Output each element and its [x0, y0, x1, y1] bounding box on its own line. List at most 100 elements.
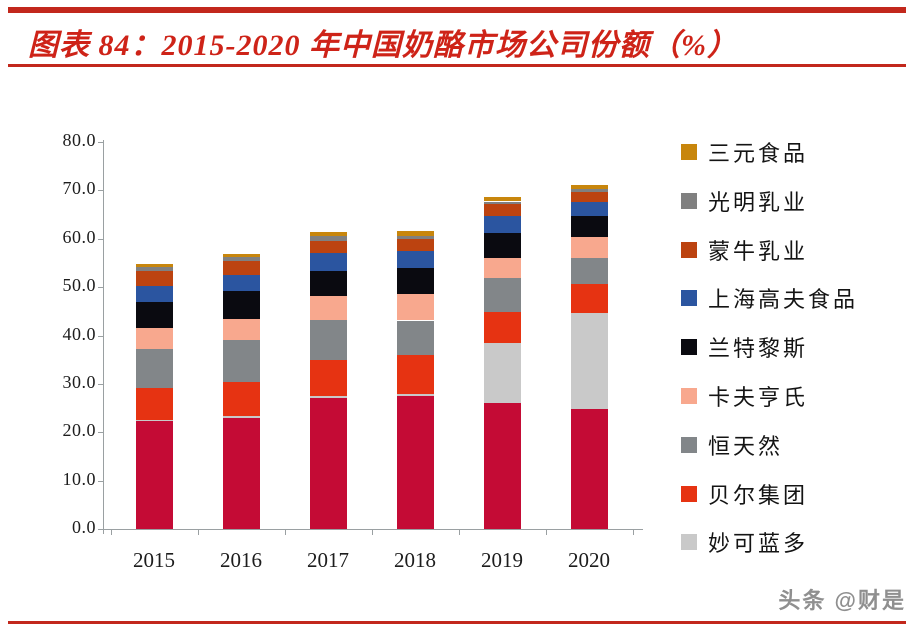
legend-label: 恒天然 — [708, 433, 784, 459]
y-tick-mark — [98, 335, 103, 337]
legend-item: 卡夫亨氏 — [681, 385, 808, 410]
legend-label: 上海高夫食品 — [708, 287, 859, 313]
bar-segment — [483, 233, 521, 258]
title-underline-rule — [8, 64, 906, 67]
bar-segment — [309, 240, 347, 253]
bar-segment — [222, 261, 260, 276]
chart-title: 图表 84：2015-2020 年中国奶酪市场公司份额（%） — [28, 29, 738, 62]
bar-segment — [483, 403, 521, 529]
bar-segment — [135, 387, 173, 420]
y-tick-mark — [98, 480, 103, 482]
bar-segment — [396, 355, 434, 395]
bar-segment — [570, 192, 608, 203]
x-tick-label: 2019 — [481, 548, 523, 572]
legend-label: 卡夫亨氏 — [708, 385, 809, 410]
bar-segment — [222, 416, 260, 418]
x-tick-label: 2020 — [568, 548, 610, 572]
bar-segment — [309, 398, 347, 529]
bar-segment — [309, 270, 347, 297]
bar-segment — [309, 231, 347, 237]
bar-segment — [570, 312, 608, 409]
bar-segment — [483, 196, 521, 202]
y-tick-label: 40.0 — [62, 323, 96, 344]
bar-segment — [309, 236, 347, 241]
x-tick-mark — [371, 530, 373, 535]
legend-item: 三元食品 — [681, 141, 808, 166]
y-tick-label: 60.0 — [62, 226, 96, 247]
bar-segment — [483, 311, 521, 344]
legend-swatch — [681, 339, 697, 356]
legend-label: 妙可蓝多 — [708, 531, 809, 557]
y-tick-mark — [98, 529, 103, 530]
legend-item: 恒天然 — [681, 434, 783, 459]
bar-segment — [396, 394, 434, 397]
bar-segment — [570, 284, 608, 313]
legend-swatch — [681, 290, 697, 307]
legend-label: 兰特黎斯 — [708, 336, 809, 362]
bar-segment — [396, 231, 434, 236]
bar-segment — [570, 237, 608, 259]
x-tick-mark — [197, 530, 199, 535]
bar-segment — [483, 201, 521, 205]
x-tick-label: 2015 — [133, 548, 175, 572]
bar-segment — [396, 239, 434, 252]
y-tick-label: 70.0 — [62, 178, 96, 199]
x-tick-label: 2016 — [220, 548, 262, 572]
bar-segment — [135, 301, 173, 328]
y-tick-label: 80.0 — [62, 130, 96, 150]
legend-swatch — [681, 436, 697, 453]
bar-segment — [396, 268, 434, 295]
bar-segment — [570, 189, 608, 193]
bar-segment — [396, 396, 434, 529]
legend-item: 光明乳业 — [681, 190, 808, 215]
bar-segment — [309, 252, 347, 271]
bar-segment — [222, 253, 260, 258]
y-tick-label: 0.0 — [72, 517, 96, 537]
bar-segment — [222, 417, 260, 529]
x-tick-mark — [545, 530, 547, 535]
bar-segment — [222, 291, 260, 319]
bar-segment — [135, 419, 173, 422]
y-tick-mark — [98, 287, 103, 289]
bar-segment — [396, 235, 434, 240]
y-axis-line — [103, 140, 104, 534]
bar-segment — [222, 257, 260, 261]
legend-label: 光明乳业 — [708, 189, 809, 215]
bar-segment — [222, 382, 260, 417]
y-tick-mark — [98, 238, 103, 240]
bar-segment — [222, 318, 260, 340]
y-tick-label: 50.0 — [62, 275, 96, 296]
bar-segment — [135, 263, 173, 267]
bar-segment — [135, 349, 173, 388]
bar-segment — [309, 296, 347, 320]
bar-segment — [396, 251, 434, 269]
watermark-text: 头条 @财是 — [778, 588, 906, 613]
bar-segment — [570, 258, 608, 285]
bar-segment — [309, 359, 347, 397]
x-tick-mark — [110, 530, 112, 535]
x-axis-line — [103, 529, 643, 530]
x-tick-mark — [632, 530, 634, 535]
bar-segment — [222, 275, 260, 292]
bar-segment — [135, 421, 173, 529]
y-tick-mark — [98, 383, 103, 385]
x-tick-mark — [458, 530, 460, 535]
bar-segment — [396, 320, 434, 356]
bottom-red-rule — [8, 621, 906, 624]
bar-segment — [135, 266, 173, 271]
legend-swatch — [681, 534, 697, 551]
x-tick-mark — [284, 530, 286, 535]
y-tick-mark — [98, 142, 103, 143]
bar-segment — [222, 339, 260, 383]
legend-swatch — [681, 485, 697, 502]
legend-item: 妙可蓝多 — [681, 531, 808, 556]
legend-item: 上海高夫食品 — [681, 287, 858, 312]
legend-swatch — [681, 192, 697, 209]
y-tick-label: 30.0 — [62, 371, 96, 392]
bar-segment — [570, 216, 608, 238]
bar-segment — [483, 278, 521, 312]
legend-item: 蒙牛乳业 — [681, 239, 808, 264]
bar-segment — [135, 285, 173, 302]
legend-item: 兰特黎斯 — [681, 336, 808, 361]
